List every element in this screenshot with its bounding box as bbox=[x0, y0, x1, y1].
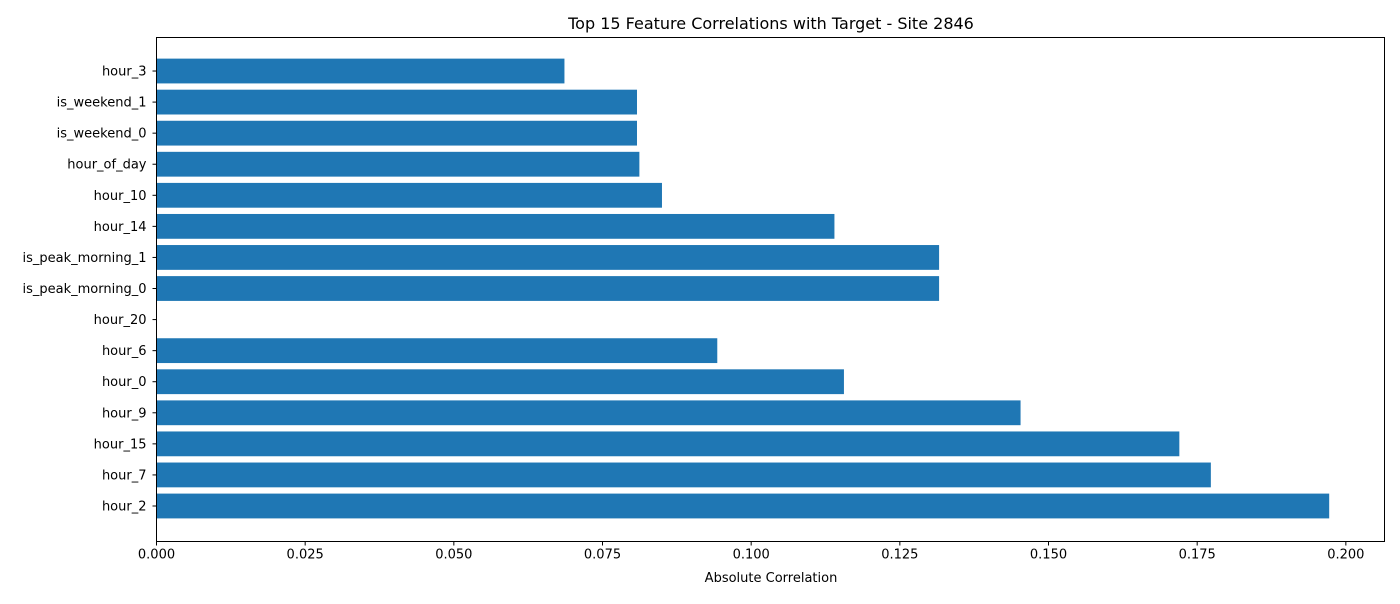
y-tick-label-is-weekend-0: is_weekend_0 bbox=[57, 127, 147, 142]
x-tick-label: 0.025 bbox=[287, 548, 324, 563]
bar-hour-14 bbox=[156, 213, 835, 239]
x-tick-label: 0.150 bbox=[1030, 548, 1067, 563]
y-tick-label-hour-10: hour_10 bbox=[94, 189, 147, 204]
bar-hour-0 bbox=[156, 369, 844, 395]
bar-hour-3 bbox=[156, 58, 565, 84]
x-tick-label: 0.125 bbox=[881, 548, 918, 563]
bar-is-peak-morning-0 bbox=[156, 276, 940, 301]
y-tick-label-is-weekend-1: is_weekend_1 bbox=[57, 96, 147, 111]
x-tick-label: 0.200 bbox=[1327, 548, 1364, 563]
y-tick-label-hour-3: hour_3 bbox=[102, 65, 147, 80]
bar-hour-2 bbox=[156, 493, 1330, 519]
y-tick-label-hour-15: hour_15 bbox=[94, 437, 147, 452]
bar-hour-7 bbox=[156, 462, 1211, 488]
x-axis-ticks: 0.000 0.025 0.050 0.075 0.100 0.125 0.150 0.175… bbox=[138, 541, 1364, 563]
bar-is-peak-morning-1 bbox=[156, 245, 940, 270]
x-tick-label: 0.100 bbox=[733, 548, 770, 563]
y-tick-label-hour-14: hour_14 bbox=[94, 220, 147, 235]
x-axis-label: Absolute Correlation bbox=[705, 571, 838, 586]
bars-group bbox=[156, 58, 1330, 519]
y-tick-label-hour-of-day: hour_of_day bbox=[67, 158, 147, 173]
bar-hour-9 bbox=[156, 400, 1021, 426]
y-tick-label-hour-20: hour_20 bbox=[94, 313, 147, 328]
bar-hour-6 bbox=[156, 338, 718, 364]
x-tick-label: 0.175 bbox=[1179, 548, 1216, 563]
y-tick-label-is-peak-morning-1: is_peak_morning_1 bbox=[23, 251, 147, 266]
chart-title: Top 15 Feature Correlations with Target … bbox=[567, 14, 974, 33]
bar-hour-15 bbox=[156, 431, 1180, 457]
x-tick-label: 0.050 bbox=[435, 548, 472, 563]
y-tick-label-hour-6: hour_6 bbox=[102, 344, 147, 359]
bar-hour-10 bbox=[156, 182, 662, 208]
plot-frame bbox=[156, 37, 1385, 542]
y-axis-ticks: hour_2 hour_7 hour_15 hour_9 hour_0 hour_6 hou… bbox=[23, 65, 157, 515]
y-tick-label-is-peak-morning-0: is_peak_morning_0 bbox=[23, 282, 147, 297]
x-tick-label: 0.075 bbox=[584, 548, 621, 563]
bar-is-weekend-0 bbox=[156, 120, 637, 146]
y-tick-label-hour-0: hour_0 bbox=[102, 375, 147, 390]
bar-is-weekend-1 bbox=[156, 89, 637, 115]
y-tick-label-hour-9: hour_9 bbox=[102, 406, 147, 421]
bar-hour-of-day bbox=[156, 151, 640, 177]
x-tick-label: 0.000 bbox=[138, 548, 175, 563]
y-tick-label-hour-7: hour_7 bbox=[102, 468, 147, 483]
y-tick-label-hour-2: hour_2 bbox=[102, 500, 147, 515]
